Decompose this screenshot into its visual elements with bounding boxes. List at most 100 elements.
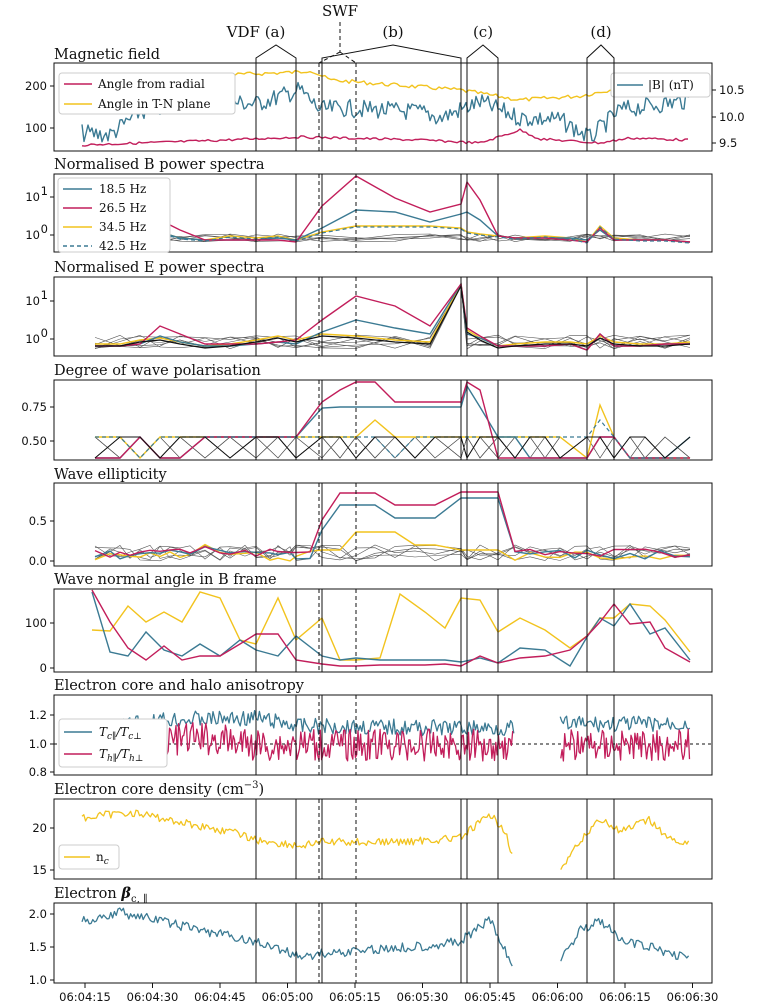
y-tick-label: 1.0: [29, 737, 47, 751]
legend-label: Angle in T-N plane: [97, 97, 211, 111]
panel-9: Electron βc, ∥ 2.0 1.5 1.0: [29, 885, 713, 987]
legend-box: [58, 72, 236, 115]
y-tick-exp: 0: [41, 222, 48, 236]
x-tick-label: 06:06:15: [599, 990, 651, 1004]
y-tick-exp: 1: [41, 184, 48, 198]
series-grey: [94, 284, 691, 349]
bracket-d: [586, 44, 615, 63]
series-core-density: [560, 815, 690, 870]
y-tick-label: 0.0: [29, 554, 47, 568]
panel-5: Wave ellipticity 0.5 0.0: [29, 467, 713, 568]
y2-tick-label: 10.0: [719, 110, 745, 124]
series-blue: [95, 384, 691, 459]
legend-label: |B| (nT): [648, 78, 694, 92]
legend-box: [58, 718, 168, 768]
panel-title: Normalised B power spectra: [54, 157, 265, 173]
x-tick-label: 06:05:45: [464, 990, 516, 1004]
bracket-a: [255, 44, 297, 63]
panel-frame: [53, 276, 713, 357]
y-tick-label: 10: [25, 332, 40, 346]
panel-title: Electron βc, ∥: [54, 885, 148, 905]
y-tick-label: 1.2: [29, 708, 47, 722]
y-tick-label: 2.0: [29, 907, 47, 921]
panel-frame: [53, 379, 713, 461]
series-grey: [94, 544, 691, 562]
x-tick-label: 06:04:45: [194, 990, 246, 1004]
series-core-anisotropy: [559, 715, 691, 733]
y-tick-label: 15: [32, 863, 47, 877]
panel-frame: [53, 798, 713, 880]
bracket-b: [321, 44, 462, 63]
y-tick-label: 10: [25, 190, 40, 204]
y-tick-label: 1.5: [29, 940, 47, 954]
x-tick-label: 06:06:00: [532, 990, 584, 1004]
x-tick-label: 06:04:30: [127, 990, 179, 1004]
series-beta: [81, 907, 513, 967]
y-tick-label: 100: [25, 616, 47, 630]
series-42-5hz: [94, 226, 691, 244]
y-tick-label: 0.75: [21, 400, 47, 414]
series-yellow: [91, 591, 691, 661]
label-vdf-a: VDF (a): [226, 23, 286, 41]
series-yellow: [95, 402, 690, 460]
y-tick-label: 200: [25, 79, 47, 93]
y-tick-label: 20: [32, 821, 47, 835]
legend-label: 34.5 Hz: [99, 220, 146, 234]
y-tick-label: 0.5: [29, 514, 47, 528]
x-tick-label: 06:05:00: [262, 990, 314, 1004]
series-26-5hz: [95, 175, 691, 243]
y2-tick-label: 10.5: [719, 83, 745, 97]
panel-title: Wave normal angle in B frame: [54, 572, 277, 588]
legend-box-right: [610, 72, 711, 98]
series-grey: [94, 544, 691, 562]
series-core-density: [81, 809, 513, 854]
label-d: (d): [590, 23, 611, 41]
x-axis: 06:04:15 06:04:30 06:04:45 06:05:00 06:05:15…: [59, 983, 718, 1004]
series-magenta: [91, 589, 691, 667]
x-tick-label: 06:05:30: [397, 990, 449, 1004]
panel-6: Wave normal angle in B frame 100 0: [25, 572, 713, 675]
panel-title: Magnetic field: [54, 47, 160, 63]
panel-7: Electron core and halo anisotropy 1.2 1.0 0…: [29, 678, 713, 779]
panel-title: Wave ellipticity: [54, 467, 167, 483]
y-tick-label: 1.0: [29, 973, 47, 987]
y-tick-label: 0: [40, 661, 47, 675]
panel-title: Normalised E power spectra: [54, 260, 265, 276]
series-grey: [94, 233, 691, 243]
legend-label: Angle from radial: [97, 77, 205, 91]
series-magenta: [95, 282, 690, 351]
panel-frame: [53, 902, 713, 984]
label-swf: SWF: [322, 2, 358, 20]
series-grey: [94, 233, 691, 243]
legend-label: 18.5 Hz: [99, 182, 146, 196]
series-magenta: [94, 491, 691, 558]
series-beta: [560, 917, 690, 962]
y-tick-label: 0.8: [29, 765, 47, 779]
panel-frame: [53, 694, 713, 776]
legend-box: [57, 177, 171, 253]
panel-frame: [53, 588, 713, 673]
bracket-swf: [318, 22, 357, 64]
panel-frame: [53, 482, 713, 567]
y-tick-label: 100: [25, 121, 47, 135]
bracket-c: [466, 44, 499, 63]
y2-tick-label: 9.5: [719, 136, 737, 150]
panel-title: Electron core density (cm−3): [54, 780, 264, 798]
series-black: [94, 436, 691, 460]
annotations: VDF (a) SWF (b) (c) (d): [226, 2, 615, 64]
series-blue: [91, 591, 691, 667]
series-magenta: [95, 380, 690, 459]
panel-title: Electron core and halo anisotropy: [54, 678, 305, 694]
x-tick-label: 06:04:15: [59, 990, 111, 1004]
panel-frame: [53, 173, 713, 253]
panel-1: Magnetic field 200 100 9.5 10.0 10.5 Angle fro…: [25, 47, 745, 152]
label-c: (c): [473, 23, 493, 41]
y-tick-exp: 1: [41, 288, 48, 302]
y-tick-label: 10: [25, 294, 40, 308]
panel-frame: [53, 62, 713, 152]
